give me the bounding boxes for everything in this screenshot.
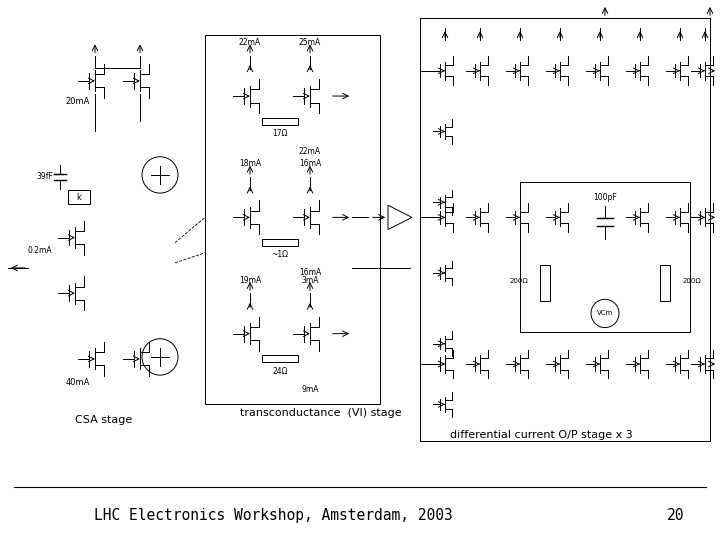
Text: 20: 20 [667,508,684,523]
Bar [420,18,710,441]
Text: 24Ω: 24Ω [272,367,288,375]
Bar [520,182,690,332]
Text: 16mA: 16mA [299,159,321,168]
Bar [262,118,298,125]
Text: 200Ω: 200Ω [509,278,528,284]
Text: ~1Ω: ~1Ω [271,250,289,259]
Text: CSA stage: CSA stage [75,415,132,424]
Circle shape [591,299,619,328]
Circle shape [142,339,178,375]
Text: 16mA: 16mA [299,268,321,278]
Text: 25mA: 25mA [299,38,321,47]
Text: 18mA: 18mA [239,159,261,168]
Bar [660,265,670,301]
Text: 200Ω: 200Ω [683,278,702,284]
Text: 0.2mA: 0.2mA [27,246,53,255]
Text: differential current O/P stage x 3: differential current O/P stage x 3 [450,430,633,440]
Text: 39fF: 39fF [37,172,53,181]
Text: 19mA: 19mA [239,275,261,285]
Text: VCm: VCm [597,310,613,316]
Text: 40mA: 40mA [66,377,90,387]
Text: 22mA: 22mA [299,147,321,156]
Circle shape [142,157,178,193]
Text: transconductance  (VI) stage: transconductance (VI) stage [240,408,402,417]
Text: 22mA: 22mA [239,38,261,47]
Bar [68,190,90,204]
Text: 100pF: 100pF [593,193,617,201]
Bar [205,36,380,404]
Text: 3mA: 3mA [301,275,319,285]
Bar [262,355,298,362]
Text: 20mA: 20mA [66,97,90,106]
Text: 9mA: 9mA [301,385,319,394]
Bar [262,239,298,246]
Text: 17Ω: 17Ω [272,129,288,138]
Bar [540,265,550,301]
Text: k: k [76,193,81,201]
Text: LHC Electronics Workshop, Amsterdam, 2003: LHC Electronics Workshop, Amsterdam, 200… [94,508,452,523]
